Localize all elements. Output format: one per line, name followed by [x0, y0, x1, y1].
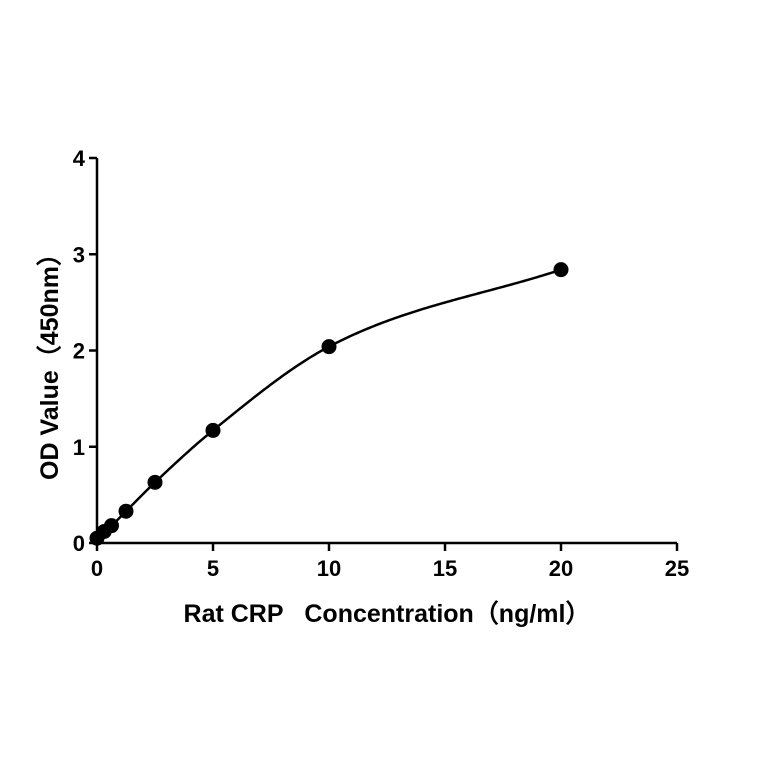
- y-tick-label: 4: [73, 146, 86, 171]
- y-ticks: 0 1 2 3 4: [73, 146, 97, 556]
- data-point: [104, 518, 119, 534]
- data-point: [147, 474, 163, 490]
- x-tick-label: 5: [207, 556, 219, 581]
- x-ticks: 0 5 10 15 20 25: [91, 543, 689, 581]
- data-point: [321, 339, 337, 355]
- axes: [95, 158, 677, 545]
- y-tick-label: 2: [73, 339, 85, 364]
- data-point: [553, 262, 569, 278]
- x-tick-label: 0: [91, 556, 103, 581]
- y-tick-label: 1: [73, 435, 85, 460]
- x-tick-label: 25: [665, 556, 689, 581]
- y-tick-label: 3: [73, 242, 85, 267]
- x-tick-label: 20: [549, 556, 573, 581]
- data-point: [118, 503, 134, 519]
- data-point: [205, 422, 221, 438]
- x-tick-label: 15: [433, 556, 457, 581]
- fit-curve: [96, 268, 562, 540]
- x-axis-title: Rat CRP Concentration（ng/ml）: [184, 599, 591, 628]
- y-tick-label: 0: [73, 531, 85, 556]
- data-points: [89, 262, 569, 546]
- x-tick-label: 10: [317, 556, 341, 581]
- y-axis-title: OD Value（450nm）: [35, 241, 64, 480]
